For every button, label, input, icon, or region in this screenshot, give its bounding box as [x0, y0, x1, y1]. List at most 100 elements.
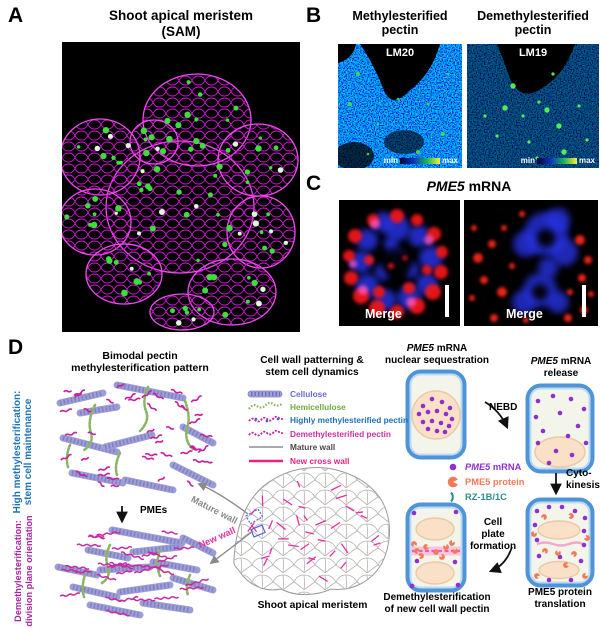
high-label-line1: High methylesterification:	[12, 390, 23, 514]
step1-line2: nuclear sequestration	[385, 354, 489, 366]
step4-title: Demethylesterification of new cell wall …	[370, 592, 504, 616]
panel-b-col1-line1: Methylesterified	[352, 9, 448, 23]
step1-line1: PME5 mRNA	[378, 343, 496, 355]
plate-line1: Cell	[483, 517, 503, 528]
legend-row-cellulose: Cellulose	[247, 387, 408, 400]
legend-label-cellulose: Cellulose	[290, 388, 327, 399]
demethylesterification-label: Demethylesterification: division plane o…	[13, 515, 34, 627]
step2-title: PME5 mRNA release	[505, 356, 600, 380]
panel-b-col2-title: Demethylesterified pectin	[466, 9, 600, 38]
wall-legend: Cellulose Hemicellulose Highly methylest…	[247, 387, 408, 467]
cycle-legend-protein-label: PME5 protein	[465, 476, 525, 487]
bimodal-title-line1: Bimodal pectin	[102, 350, 178, 362]
lm19-label: LM19	[518, 47, 548, 59]
sam-drawing-label: Shoot apical meristem	[257, 600, 368, 611]
panel-b-col1-line2: pectin	[381, 22, 419, 37]
panel-a-title-line1: Shoot apical meristem	[108, 8, 254, 23]
scalebar	[445, 285, 449, 317]
cytokinesis-line2: kinesis	[566, 479, 600, 491]
scalebar	[582, 285, 586, 317]
legend-label-hm-pectin: Highly methylesterified pectin	[290, 415, 409, 426]
mature-wall-line-icon	[249, 446, 283, 448]
cell-plate-formation-label: Cell plate formation	[461, 517, 525, 552]
legend-row-new-cross-wall: New cross wall	[247, 454, 408, 467]
panel-b-letter: B	[306, 4, 322, 27]
lm19-colorscale: min max	[521, 156, 595, 165]
cycle-legend-rz-label: RZ-1B/1C	[465, 491, 507, 502]
demethylesterified-pectin-icon	[248, 429, 285, 437]
pme5-gene-name: PME5	[426, 178, 465, 194]
plate-line2: plate	[481, 528, 505, 540]
pme5-gene-name: PME5	[530, 356, 558, 367]
high-label-line2: stem cell maintenance	[23, 398, 34, 506]
step1-title: PME5 mRNA nuclear sequestration	[378, 343, 496, 367]
legend-label-mature-wall: Mature wall	[290, 442, 336, 453]
legend-row-hm-pectin: Highly methylesterified pectin	[247, 414, 408, 427]
mrna-suffix: mRNA	[464, 178, 512, 194]
nebd-label: NEBD	[489, 402, 518, 413]
scale-min-label: min	[520, 156, 535, 165]
scale-max-label: max	[441, 156, 458, 165]
panel-c-letter: C	[306, 172, 322, 195]
panel-c-title: PME5 mRNA	[340, 178, 598, 194]
panel-b-col2-line2: pectin	[514, 22, 552, 37]
legend-row-mature-wall: Mature wall	[247, 441, 408, 454]
step3-line2: translation	[534, 598, 586, 610]
colorscale-gradient-bar	[536, 157, 577, 164]
step3-line1: PME5 protein	[528, 587, 592, 598]
legend-label-new-cross-wall: New cross wall	[290, 455, 350, 466]
scale-min-label: min	[383, 156, 398, 165]
step4-line2: of new cell wall pectin	[384, 603, 490, 615]
panel-a-image	[62, 42, 300, 332]
panel-b-image-lm20: LM20 min max	[338, 44, 462, 168]
step4-line1: Demethylesterification	[383, 592, 491, 603]
mrna-suffix: mRNA	[490, 461, 522, 472]
mrna-suffix: mRNA	[557, 356, 592, 367]
lm19-stain-graphic	[467, 44, 599, 168]
new-cross-wall-line-icon	[249, 459, 283, 462]
panel-a-title: Shoot apical meristem (SAM)	[62, 8, 300, 39]
legend-label-hemicellulose: Hemicellulose	[290, 402, 346, 413]
hemicellulose-icon	[248, 402, 283, 410]
cycle-legend-protein: PME5 protein	[447, 474, 524, 489]
methylesterified-pectin-icon	[248, 416, 285, 423]
panel-d-diagram-graphics	[54, 369, 595, 619]
panel-b-col2-line1: Demethylesterified	[477, 9, 589, 23]
cytokinesis-label: Cyto- kinesis	[566, 468, 600, 491]
pme5-mrna-merge-graphic	[339, 200, 460, 326]
colorscale-gradient-bar	[399, 157, 440, 164]
bimodal-title-line2: methylesterification pattern	[71, 362, 209, 375]
pme5-mrna-merge-graphic	[464, 200, 598, 326]
lm20-label: LM20	[385, 47, 415, 59]
step3-title: PME5 protein translation	[514, 587, 600, 611]
pme5-gene-name: PME5	[406, 343, 434, 354]
mrna-dot-icon	[449, 463, 457, 470]
plate-line3: formation	[469, 540, 517, 552]
legend-row-dm-pectin: Demethylesterified pectin	[247, 427, 408, 440]
wall-legend-title-line2: stem cell dynamics	[265, 367, 359, 379]
cellulose-icon	[247, 390, 283, 398]
cytokinesis-line1: Cyto-	[566, 468, 592, 479]
scale-max-label: max	[578, 156, 595, 165]
panel-a-title-line2: (SAM)	[161, 23, 201, 39]
cycle-legend: PME5 mRNA PME5 protein RZ-1B/1C	[447, 459, 524, 504]
rz-1b-1c-icon	[450, 491, 454, 502]
sam-confocal-graphic	[62, 73, 299, 331]
merge-label: Merge	[506, 307, 543, 321]
wall-legend-title-line1: Cell wall patterning &	[260, 355, 364, 366]
lm20-colorscale: min max	[384, 156, 458, 165]
legend-label-dm-pectin: Demethylesterified pectin	[290, 428, 391, 439]
panel-b-col1-title: Methylesterified pectin	[336, 9, 464, 38]
panel-c-image-left: Merge	[339, 200, 460, 326]
lm20-stain-graphic	[338, 44, 462, 168]
merge-label: Merge	[365, 307, 402, 321]
high-methylesterification-label: High methylesterification: stem cell mai…	[12, 376, 34, 528]
panel-a-letter: A	[8, 4, 24, 27]
mrna-suffix: mRNA	[433, 343, 468, 354]
cycle-legend-rz: RZ-1B/1C	[447, 489, 524, 504]
bimodal-title: Bimodal pectin methylesterification patt…	[55, 350, 225, 375]
panel-d-letter: D	[8, 336, 24, 359]
step2-line1: PME5 mRNA	[505, 356, 600, 368]
cycle-legend-mrna-label: PME5 mRNA	[465, 462, 521, 472]
